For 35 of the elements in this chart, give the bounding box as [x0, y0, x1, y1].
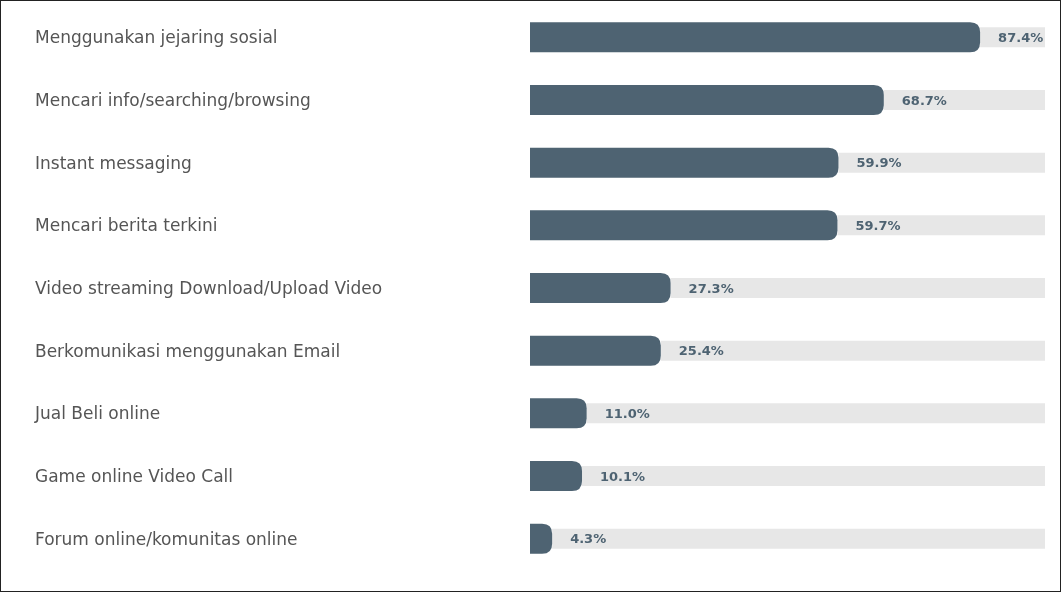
bar — [670, 278, 1045, 298]
data-label: 87.4% — [998, 29, 1044, 45]
data-label: 4.3% — [570, 531, 607, 547]
bar — [530, 147, 839, 178]
data-label: 27.3% — [688, 280, 734, 296]
data-label: 10.1% — [600, 468, 646, 484]
y-tick-label: Mencari berita terkini — [35, 215, 218, 236]
bar — [660, 340, 1045, 361]
data-label: 25.4% — [678, 343, 724, 359]
bar — [530, 85, 884, 115]
y-tick-label: Berkomunikasi menggunakan Email — [35, 340, 341, 361]
y-tick-label: Mencari info/searching/browsing — [35, 89, 311, 110]
bar — [883, 90, 1045, 110]
bar — [530, 398, 587, 429]
data-label: 59.7% — [855, 217, 901, 233]
y-tick-label: Menggunakan jejaring sosial — [35, 27, 278, 48]
data-label: 59.9% — [856, 155, 902, 171]
y-tick-label: Forum online/komunitas online — [35, 528, 298, 549]
bar — [530, 210, 838, 241]
y-tick-label: Instant messaging — [35, 152, 192, 173]
bar — [586, 403, 1045, 424]
y-tick-label: Video streaming Download/Upload Video — [35, 277, 383, 298]
y-tick-label: Game online Video Call — [35, 465, 234, 486]
bar — [837, 215, 1045, 236]
bar — [552, 528, 1045, 549]
data-label: 11.0% — [604, 405, 650, 421]
bar — [530, 523, 553, 554]
bar — [530, 22, 981, 53]
data-label: 68.7% — [901, 92, 947, 108]
y-tick-label: Jual Beli online — [34, 403, 161, 424]
bar — [838, 152, 1045, 173]
bar — [530, 461, 583, 491]
bar — [530, 273, 671, 303]
bar — [582, 466, 1045, 486]
bar — [530, 335, 661, 366]
